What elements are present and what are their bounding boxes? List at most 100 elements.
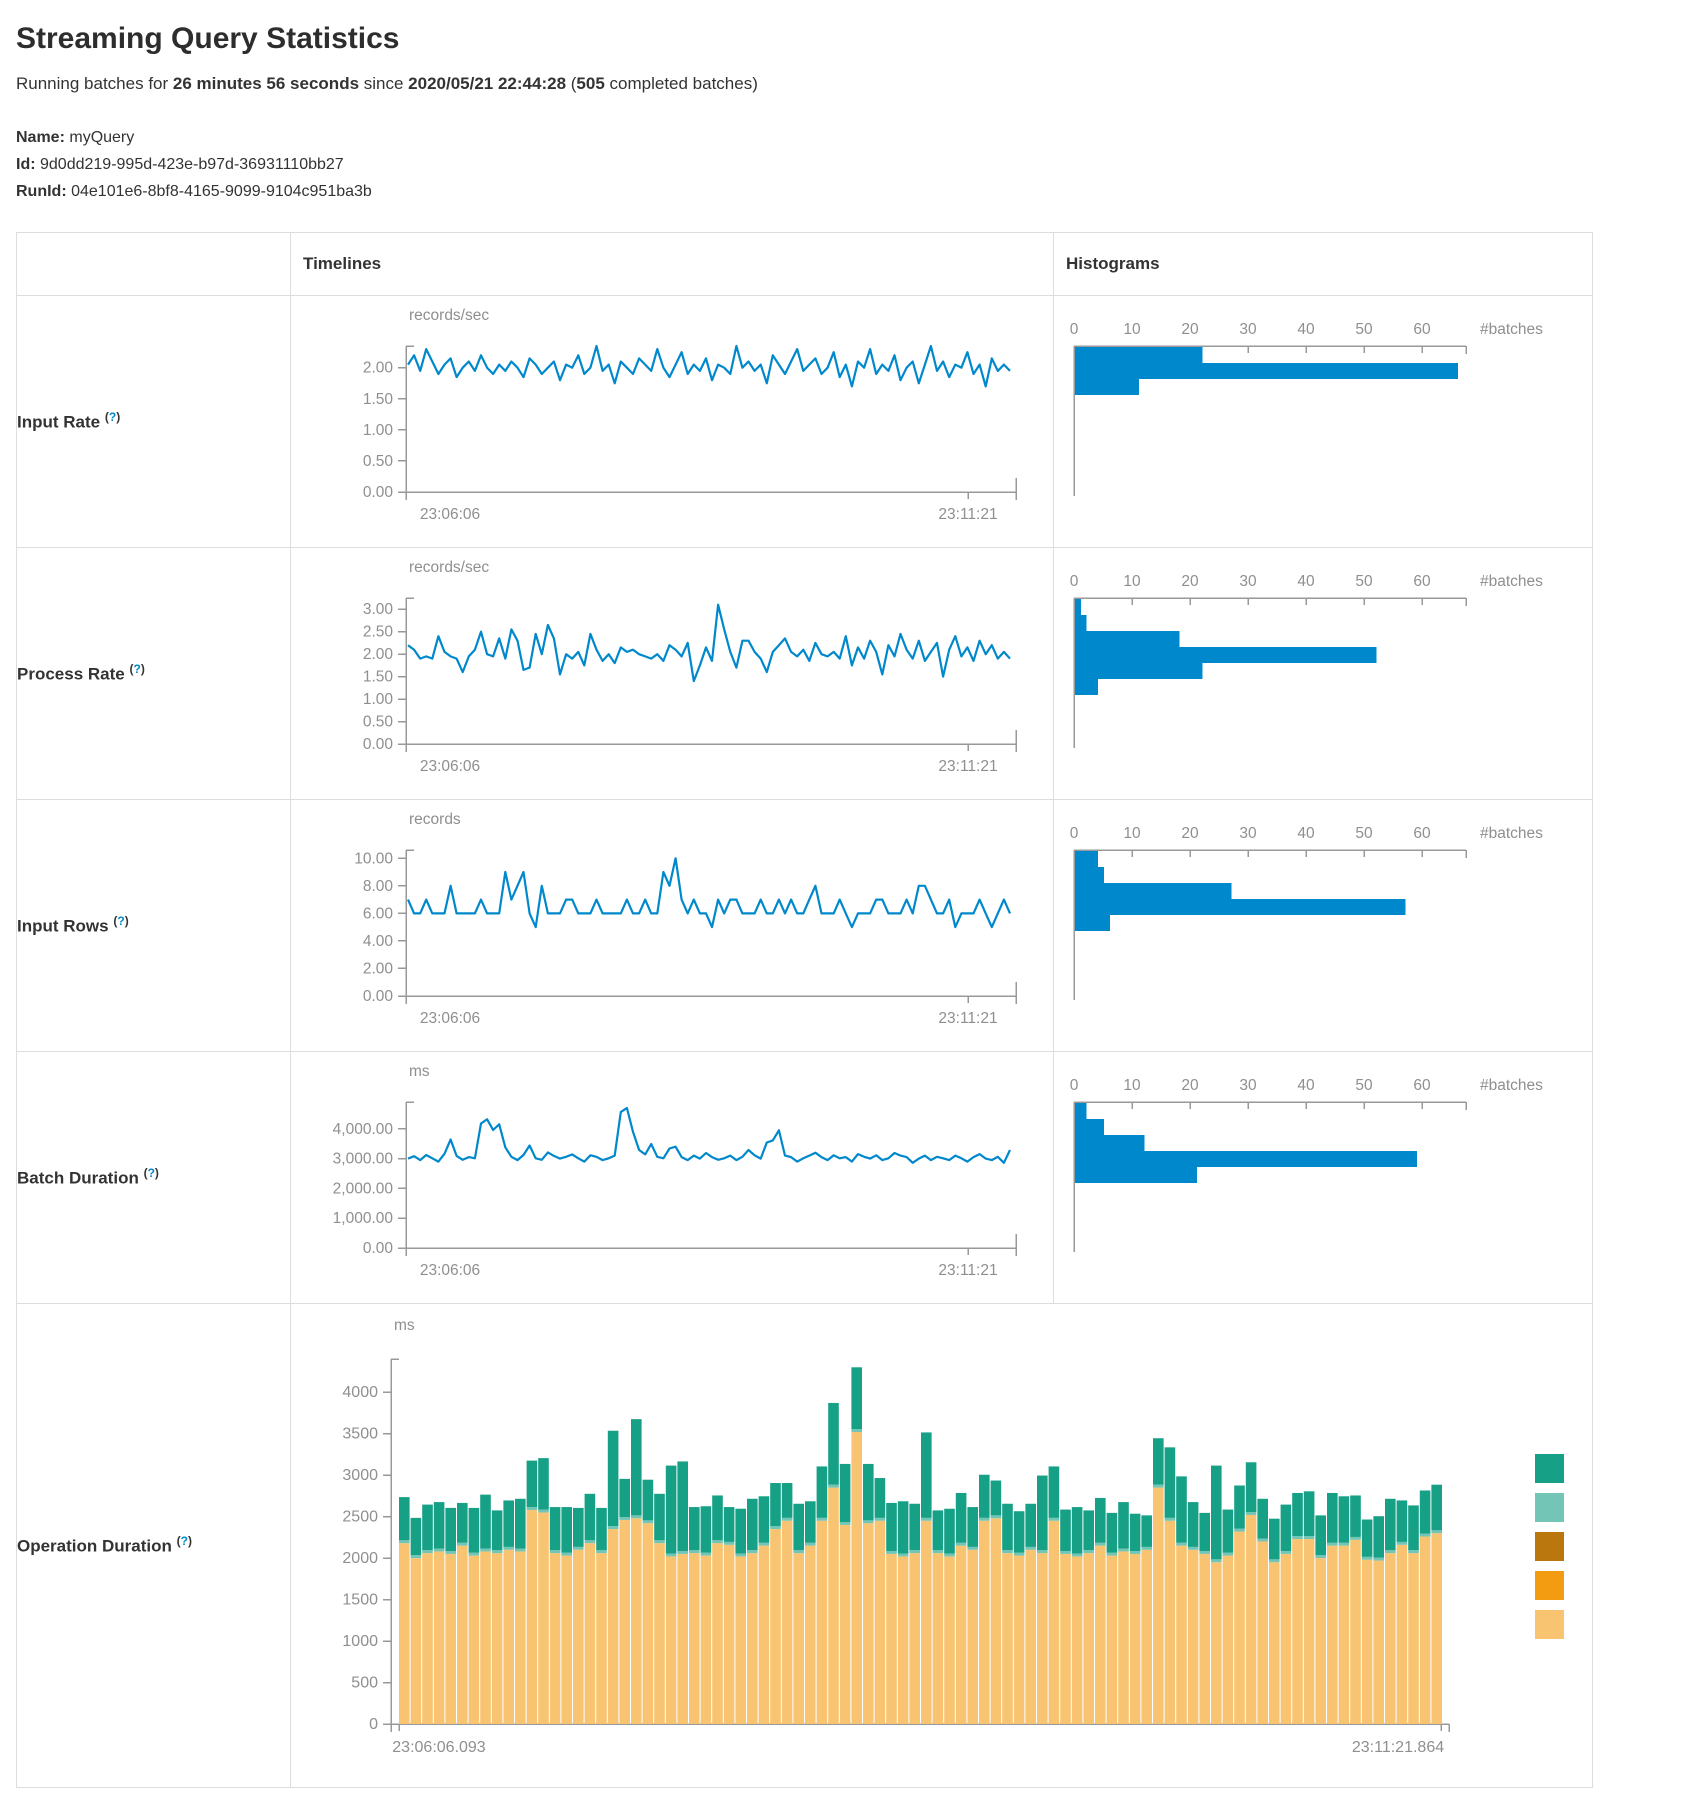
svg-text:6.00: 6.00 xyxy=(363,905,394,922)
svg-text:50: 50 xyxy=(1355,573,1373,590)
name-label: Name: xyxy=(16,129,65,146)
process-rate-histogram-chart: 0 10 20 30 40 50 60 #batches xyxy=(1070,573,1543,748)
row-label-input-rate: Input Rate xyxy=(17,412,101,432)
input-rate-label-cell: Input Rate (?) xyxy=(16,294,291,548)
help-icon-batch-duration[interactable]: (?) xyxy=(143,1165,159,1180)
query-id-line: Id: 9d0dd219-995d-423e-b97d-36931110bb27 xyxy=(16,151,1693,178)
svg-text:20: 20 xyxy=(1181,573,1199,590)
input-rows-row: Input Rows (?) records 0.00 2.00 4.00 6.00 8.… xyxy=(16,798,1593,1052)
svg-text:ms: ms xyxy=(394,1317,415,1334)
operation-duration-row: Operation Duration (?) ms 0 500 1000 1500 200… xyxy=(16,1302,1593,1788)
svg-text:0.00: 0.00 xyxy=(363,736,394,753)
name-value: myQuery xyxy=(69,129,135,146)
svg-text:30: 30 xyxy=(1239,825,1257,842)
svg-text:1500: 1500 xyxy=(342,1591,378,1608)
svg-text:40: 40 xyxy=(1297,321,1315,338)
svg-text:50: 50 xyxy=(1355,825,1373,842)
operation-duration-stacked-chart: ms 0 500 1000 1500 2000 2500 3000 3500 4000 23:06:… xyxy=(342,1317,1450,1756)
svg-text:23:06:06: 23:06:06 xyxy=(420,506,480,523)
help-icon-input-rows[interactable]: (?) xyxy=(113,913,129,928)
svg-text:2500: 2500 xyxy=(342,1508,378,1525)
svg-text:1.00: 1.00 xyxy=(363,691,394,708)
svg-text:1.00: 1.00 xyxy=(363,421,394,438)
page-title: Streaming Query Statistics xyxy=(16,22,400,55)
svg-text:2.50: 2.50 xyxy=(363,623,394,640)
legend-swatch-3 xyxy=(1535,1570,1564,1600)
runid-value: 04e101e6-8bf8-4165-9099-9104c951ba3b xyxy=(71,183,372,201)
svg-text:0: 0 xyxy=(1070,825,1079,842)
svg-text:3.00: 3.00 xyxy=(363,601,394,618)
legend-swatch-0 xyxy=(1535,1453,1564,1483)
svg-text:2000: 2000 xyxy=(342,1550,378,1567)
process-rate-histogram-cell: 0 10 20 30 40 50 60 #batches xyxy=(1053,546,1593,800)
svg-text:40: 40 xyxy=(1297,1077,1315,1094)
svg-text:30: 30 xyxy=(1239,573,1257,590)
svg-text:0: 0 xyxy=(1070,321,1079,338)
help-icon-operation-duration[interactable]: (?) xyxy=(176,1533,192,1548)
svg-text:1.50: 1.50 xyxy=(363,668,394,685)
operation-duration-chart-cell: ms 0 500 1000 1500 2000 2500 3000 3500 4000 23:06:… xyxy=(290,1302,1593,1788)
svg-text:2.00: 2.00 xyxy=(363,960,394,977)
batches-open-paren: ( xyxy=(566,74,577,93)
svg-text:#batches: #batches xyxy=(1480,573,1543,590)
input-rate-timeline-chart: records/sec 0.00 0.50 1.00 1.50 2.00 23:06:06 2… xyxy=(363,307,1017,523)
svg-text:2,000.00: 2,000.00 xyxy=(333,1180,394,1197)
runid-label: RunId: xyxy=(16,183,67,201)
legend-swatch-4 xyxy=(1535,1609,1564,1639)
svg-text:2.00: 2.00 xyxy=(363,646,394,663)
svg-text:23:11:21: 23:11:21 xyxy=(938,758,997,775)
empty-header-cell xyxy=(16,231,291,296)
batch-duration-timeline-cell: ms 0.00 1,000.00 2,000.00 3,000.00 4,000.00 23… xyxy=(290,1050,1054,1304)
stats-table: Timelines Histograms Input Rate (?) reco… xyxy=(16,231,1593,1788)
stats-header-row: Timelines Histograms xyxy=(16,231,1593,296)
timelines-header: Timelines xyxy=(290,231,1054,296)
row-label-operation-duration: Operation Duration xyxy=(17,1536,172,1556)
svg-text:60: 60 xyxy=(1413,1077,1431,1094)
svg-text:30: 30 xyxy=(1239,321,1257,338)
svg-text:23:06:06.093: 23:06:06.093 xyxy=(392,1739,486,1756)
input-rows-histogram-cell: 0 10 20 30 40 50 60 #batches xyxy=(1053,798,1593,1052)
svg-text:2.00: 2.00 xyxy=(363,359,394,376)
svg-text:10: 10 xyxy=(1123,1077,1141,1094)
help-icon-input-rate[interactable]: (?) xyxy=(104,409,121,424)
row-label-process-rate: Process Rate xyxy=(17,664,125,684)
svg-text:records/sec: records/sec xyxy=(409,307,489,324)
row-label-input-rows: Input Rows xyxy=(17,916,109,936)
input-rate-histogram-cell: 0 10 20 30 40 50 60 #batches xyxy=(1053,294,1593,548)
input-rows-histogram-chart: 0 10 20 30 40 50 60 #batches xyxy=(1070,825,1543,1000)
svg-text:1.50: 1.50 xyxy=(363,390,394,407)
svg-text:0.00: 0.00 xyxy=(363,484,394,501)
input-rate-histogram-chart: 0 10 20 30 40 50 60 #batches xyxy=(1070,321,1543,496)
input-rate-timeline-cell: records/sec 0.00 0.50 1.00 1.50 2.00 23:06:06 2… xyxy=(290,294,1054,548)
batch-duration-timeline-chart: ms 0.00 1,000.00 2,000.00 3,000.00 4,000.00 23… xyxy=(333,1063,1017,1279)
svg-text:0: 0 xyxy=(1070,1077,1079,1094)
svg-text:1000: 1000 xyxy=(342,1633,378,1650)
query-name-line: Name: myQuery xyxy=(16,124,1693,151)
query-runid-line: RunId: 04e101e6-8bf8-4165-9099-9104c951b… xyxy=(16,178,1693,205)
id-label: Id: xyxy=(16,156,36,174)
batch-duration-histogram-chart: 0 10 20 30 40 50 60 #batches xyxy=(1070,1077,1543,1252)
svg-text:#batches: #batches xyxy=(1480,321,1543,338)
svg-text:#batches: #batches xyxy=(1480,1077,1543,1094)
svg-text:10: 10 xyxy=(1123,321,1141,338)
process-rate-timeline-chart: records/sec 0.00 0.50 1.00 1.50 2.00 2.50 3.00 2… xyxy=(363,559,1017,775)
svg-text:23:11:21: 23:11:21 xyxy=(938,506,997,523)
svg-text:1,000.00: 1,000.00 xyxy=(333,1210,394,1227)
svg-text:#batches: #batches xyxy=(1480,825,1543,842)
operation-duration-label-cell: Operation Duration (?) xyxy=(16,1302,291,1788)
svg-text:23:11:21.864: 23:11:21.864 xyxy=(1352,1739,1444,1756)
svg-text:40: 40 xyxy=(1297,573,1315,590)
svg-text:0.50: 0.50 xyxy=(363,713,394,730)
svg-text:ms: ms xyxy=(409,1063,430,1080)
svg-text:0.00: 0.00 xyxy=(363,1240,394,1257)
svg-text:3500: 3500 xyxy=(342,1425,378,1442)
help-icon-process-rate[interactable]: (?) xyxy=(129,661,145,676)
running-prefix: Running batches for xyxy=(16,74,173,93)
svg-text:0.00: 0.00 xyxy=(363,988,394,1005)
svg-text:23:11:21: 23:11:21 xyxy=(938,1010,997,1027)
batch-duration-histogram-cell: 0 10 20 30 40 50 60 #batches xyxy=(1053,1050,1593,1304)
operation-duration-legend xyxy=(1535,1453,1564,1639)
batch-duration-label-cell: Batch Duration (?) xyxy=(16,1050,291,1304)
svg-text:0: 0 xyxy=(1070,573,1079,590)
